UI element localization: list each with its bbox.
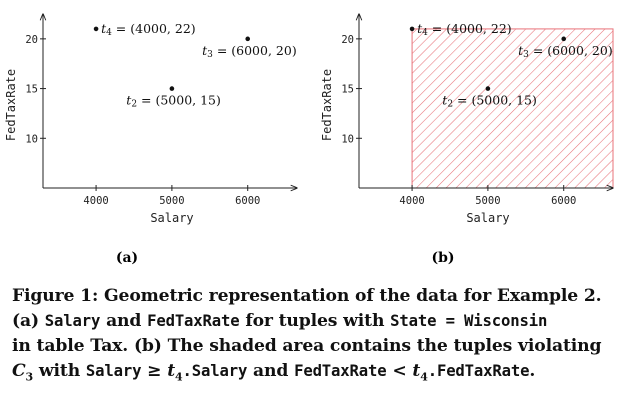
point-label-t2: t2 = (5000, 15) [442, 93, 537, 110]
x-axis-label: Salary [466, 211, 509, 225]
point-label-t4: t4 = (4000, 22) [417, 21, 512, 38]
caption-code-salary: .Salary [182, 362, 248, 380]
caption-code-fedtaxrate: FedTaxRate [294, 362, 387, 380]
point-label-t4: t4 = (4000, 22) [101, 21, 196, 38]
caption-line-3: in table Tax. (b) The shaded area contai… [12, 336, 602, 356]
plot-a-sublabel: (a) [116, 250, 138, 266]
y-axis-label: FedTaxRate [4, 69, 18, 141]
caption-subscript: 3 [25, 370, 34, 384]
caption-text: and [247, 361, 295, 381]
data-point-t4 [409, 26, 415, 32]
x-axis-label: Salary [150, 211, 193, 225]
y-tick-label: 15 [25, 84, 38, 96]
x-tick-label: 6000 [235, 195, 260, 207]
caption-code-fedtaxrate: .FedTaxRate [427, 362, 530, 380]
x-tick-label: 5000 [475, 195, 500, 207]
caption-tuple: t [412, 361, 421, 381]
y-tick-label: 20 [25, 34, 38, 46]
point-label-t3: t3 = (6000, 20) [202, 43, 297, 60]
plot-a: 4000 5000 6000 10 15 20 Salary FedTaxRate t4 = (… [4, 14, 297, 225]
caption-text: . [529, 361, 536, 381]
caption-tuple: t [167, 361, 176, 381]
caption-text: ≥ [141, 361, 168, 381]
data-point-t3 [561, 36, 567, 42]
caption-code-salary: Salary [85, 362, 142, 380]
caption-code-state: State = Wisconsin [390, 312, 548, 330]
data-point-t2 [485, 86, 491, 91]
caption-subscript: 4 [420, 370, 428, 384]
x-tick-label: 6000 [551, 195, 576, 207]
data-point-t3 [245, 36, 251, 42]
figure-caption: Figure 1: Geometric representation of th… [12, 284, 632, 389]
caption-text: (a) [12, 311, 45, 331]
x-tick-label: 5000 [159, 195, 184, 207]
data-point-t2 [169, 86, 175, 91]
plot-b: 4000 5000 6000 10 15 20 Salary FedTaxRate t4 = (… [320, 14, 613, 225]
caption-line-1: Figure 1: Geometric representation of th… [12, 286, 602, 306]
caption-code-salary: Salary [44, 312, 101, 330]
y-axis-label: FedTaxRate [320, 69, 334, 141]
caption-text: for tuples with [239, 311, 391, 331]
caption-subscript: 4 [175, 370, 183, 384]
data-point-t4 [93, 26, 99, 32]
shaded-region [411, 28, 614, 189]
point-label-t2: t2 = (5000, 15) [126, 93, 221, 110]
x-tick-label: 4000 [83, 195, 108, 207]
caption-line-2: (a) Salary and FedTaxRate for tuples wit… [12, 309, 632, 334]
y-tick-label: 10 [25, 133, 38, 145]
caption-constraint: C [12, 361, 26, 381]
y-tick-label: 10 [341, 133, 354, 145]
y-tick-label: 15 [341, 84, 354, 96]
plot-b-sublabel: (b) [431, 250, 454, 266]
caption-text: with [33, 361, 86, 381]
x-tick-label: 4000 [399, 195, 424, 207]
point-label-t3: t3 = (6000, 20) [518, 43, 613, 60]
caption-code-fedtaxrate: FedTaxRate [147, 312, 240, 330]
caption-line-4: C3 with Salary ≥ t4.Salary and FedTaxRat… [12, 359, 632, 389]
y-tick-label: 20 [341, 34, 354, 46]
caption-text: < [386, 361, 413, 381]
caption-text: and [100, 311, 148, 331]
